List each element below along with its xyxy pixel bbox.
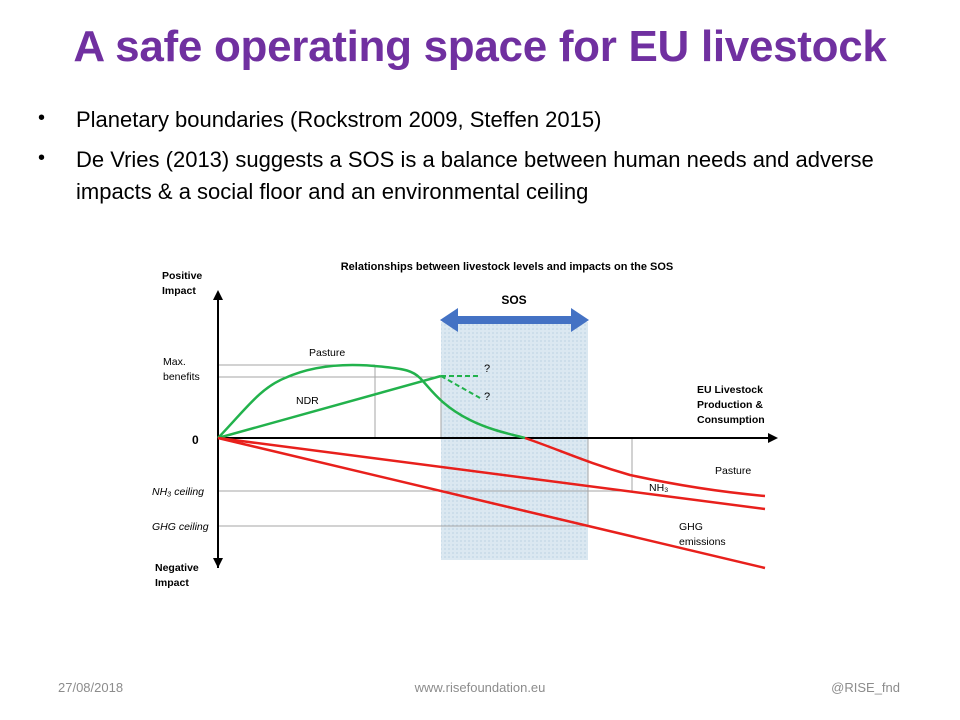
bullet-planetary-boundaries: Planetary boundaries (Rockstrom 2009, St… bbox=[38, 104, 938, 136]
bullet-de-vries: De Vries (2013) suggests a SOS is a bala… bbox=[38, 144, 938, 208]
origin-label: 0 bbox=[192, 433, 199, 447]
pasture-bottom-label: Pasture bbox=[715, 465, 751, 477]
sos-arrow bbox=[440, 308, 589, 332]
slide-title: A safe operating space for EU livestock bbox=[73, 22, 887, 71]
ghg-ceiling-label: GHG ceiling bbox=[152, 521, 209, 533]
nh3-label: NH₃ bbox=[649, 482, 668, 494]
nh3-ceiling-label: NH₃ ceiling bbox=[152, 486, 204, 498]
ghg-emissions-label: GHG emissions bbox=[679, 521, 726, 548]
positive-impact-label: Positive Impact bbox=[162, 270, 205, 297]
negative-impact-label: Negative Impact bbox=[155, 562, 202, 589]
x-axis-label: EU Livestock Production & Consumption bbox=[697, 384, 766, 426]
pasture-impact-curve bbox=[524, 436, 766, 498]
sos-band bbox=[441, 322, 588, 560]
footer-handle[interactable]: @RISE_fnd bbox=[831, 680, 900, 695]
question-mark-2: ? bbox=[484, 391, 490, 403]
max-benefits-label: Max. benefits bbox=[163, 356, 200, 383]
diagram-title: Relationships between livestock levels a… bbox=[341, 261, 674, 273]
sos-label: SOS bbox=[501, 293, 526, 307]
pasture-benefit-curve bbox=[217, 363, 526, 440]
nh3-impact-line bbox=[217, 436, 766, 511]
ndr-benefit-line bbox=[217, 374, 442, 440]
pasture-top-label: Pasture bbox=[309, 347, 345, 359]
bullet-list: Planetary boundaries (Rockstrom 2009, St… bbox=[38, 104, 938, 216]
footer-website[interactable]: www.risefoundation.eu bbox=[414, 680, 546, 695]
ndr-label: NDR bbox=[296, 395, 319, 407]
question-mark-1: ? bbox=[484, 363, 490, 375]
footer-date: 27/08/2018 bbox=[58, 680, 124, 695]
ghg-impact-line bbox=[217, 436, 766, 570]
